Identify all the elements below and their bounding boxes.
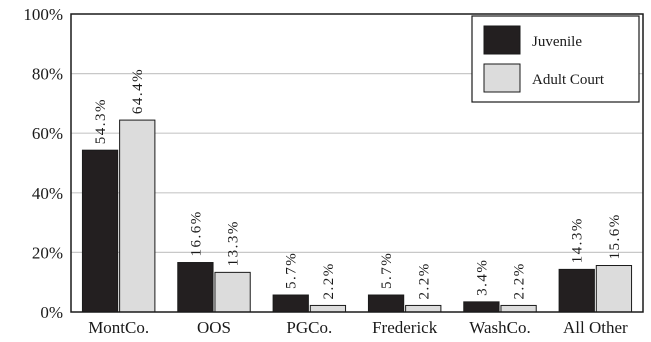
legend-label: Adult Court (532, 72, 605, 88)
bar-adult-court (405, 304, 442, 313)
bar-juvenile (272, 294, 309, 313)
x-category-label: WashCo. (469, 318, 530, 337)
data-label: 2.2% (321, 262, 337, 299)
y-tick-label: 0% (40, 303, 63, 322)
data-label: 64.4% (130, 68, 146, 114)
data-label: 13.3% (226, 220, 242, 266)
bar-adult-court (309, 304, 347, 313)
bar-juvenile (81, 149, 119, 313)
data-label: 2.2% (416, 262, 432, 299)
x-category-label: All Other (563, 318, 628, 337)
data-label: 5.7% (284, 252, 300, 289)
y-tick-label: 40% (32, 184, 63, 203)
data-label: 5.7% (379, 252, 395, 289)
x-category-label: PGCo. (286, 318, 332, 337)
bar-juvenile (177, 262, 214, 313)
legend-swatch (483, 25, 521, 55)
y-tick-label: 80% (32, 65, 63, 84)
data-label: 54.3% (93, 98, 109, 144)
x-category-label: Frederick (372, 318, 438, 337)
data-label: 3.4% (474, 259, 490, 296)
bar-adult-court (500, 304, 537, 313)
legend-swatch (483, 63, 521, 93)
x-category-label: OOS (197, 318, 231, 337)
data-label: 14.3% (570, 217, 586, 263)
bar-adult-court (214, 271, 251, 313)
bar-adult-court (595, 265, 633, 313)
data-label: 16.6% (188, 210, 204, 256)
data-label: 2.2% (512, 262, 528, 299)
bar-juvenile (558, 268, 595, 313)
legend-label: Juvenile (532, 34, 582, 50)
y-tick-label: 100% (23, 5, 63, 24)
data-label: 15.6% (607, 213, 623, 259)
plot-frame (70, 13, 644, 313)
bar-juvenile (367, 294, 405, 313)
y-tick-label: 20% (32, 243, 63, 262)
bar-adult-court (119, 119, 156, 313)
bar-juvenile (463, 301, 500, 313)
y-tick-label: 60% (32, 124, 63, 143)
x-category-label: MontCo. (88, 318, 149, 337)
